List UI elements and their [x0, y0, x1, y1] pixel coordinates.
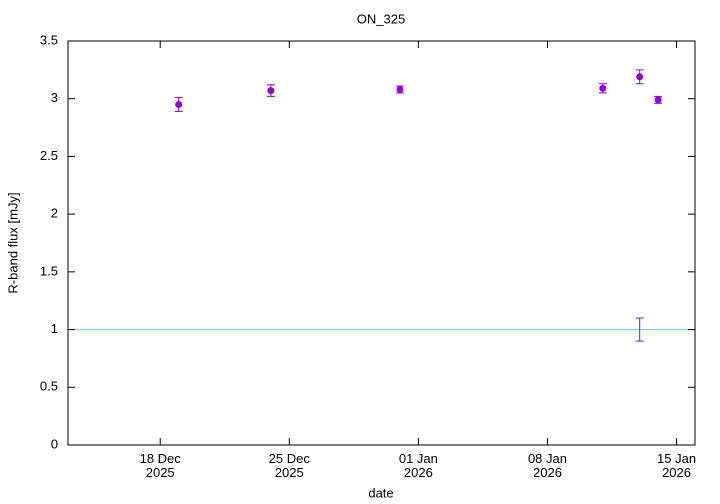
y-tick-label: 3: [51, 90, 58, 105]
x-tick-label: 01 Jan 2026: [398, 451, 438, 480]
y-tick-label: 2: [51, 206, 58, 221]
y-tick-label: 2.5: [40, 148, 58, 163]
x-tick-label: 18 Dec 2025: [139, 451, 181, 480]
chart-title: ON_325: [357, 11, 405, 26]
y-tick-label: 1.5: [40, 263, 58, 278]
y-tick-label: 1: [51, 321, 58, 336]
y-axis-label: R-band flux [mJy]: [5, 192, 20, 293]
y-tick-label: 0.5: [40, 379, 58, 394]
data-point: [654, 96, 662, 104]
plot-frame: [67, 40, 696, 446]
data-point: [599, 84, 607, 92]
x-axis-label: date: [368, 485, 393, 500]
data-point: [396, 85, 404, 93]
y-tick-label: 3.5: [40, 32, 58, 47]
data-point: [175, 100, 183, 108]
data-point: [636, 73, 644, 81]
y-tick-label: 0: [51, 436, 58, 451]
data-point: [267, 87, 275, 95]
x-tick-label: 08 Jan 2026: [527, 451, 567, 480]
x-tick-label: 25 Dec 2025: [268, 451, 310, 480]
x-tick-label: 15 Jan 2026: [657, 451, 697, 480]
